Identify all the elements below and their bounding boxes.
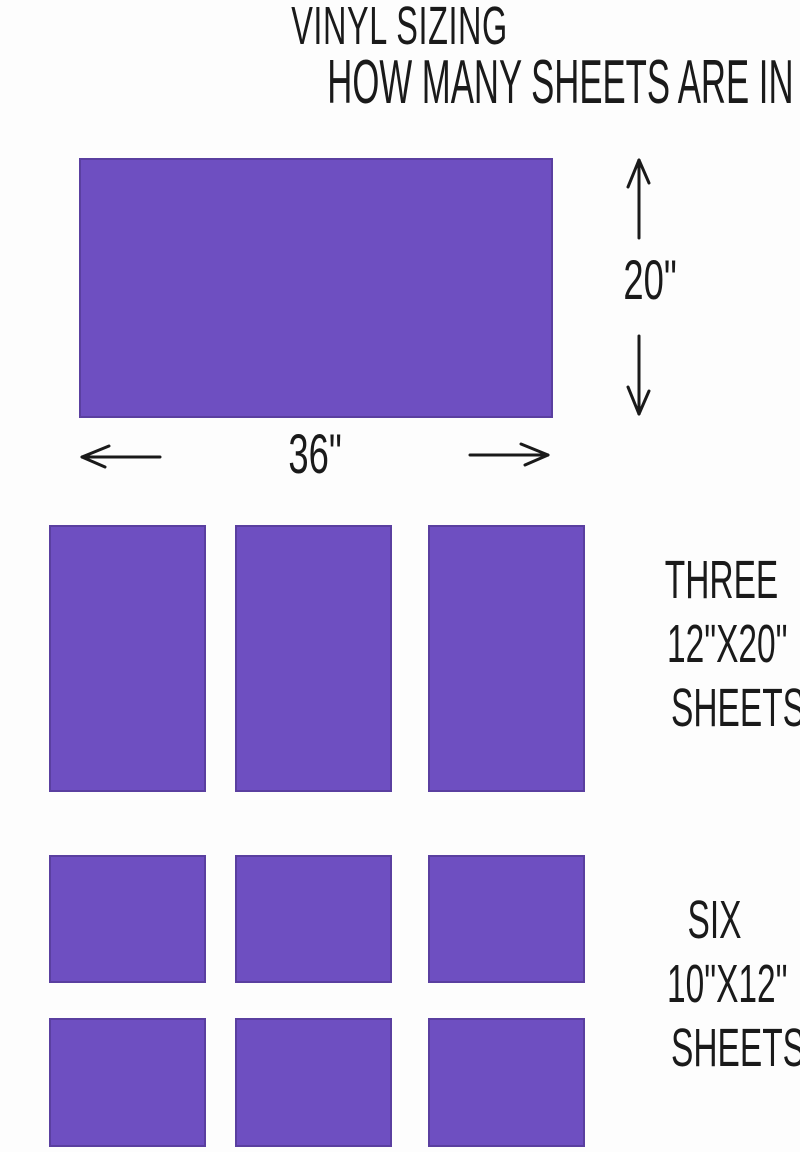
three-sheets-size: 12"X20" [666, 614, 788, 674]
page-title-text: VINYL SIZING [291, 0, 509, 56]
page-subtitle-text: HOW MANY SHEETS ARE IN ONE 20" X 36" ROL… [327, 48, 800, 117]
sheet-10x12-rectangle [235, 855, 392, 983]
sheet-12x20-rectangle [49, 525, 206, 792]
roll-rectangle [79, 158, 553, 418]
page-title: VINYL SIZING [0, 0, 800, 56]
three-sheets-count: THREE [664, 550, 779, 610]
arrow-up-icon [622, 156, 656, 240]
arrow-left-icon [78, 440, 162, 474]
page-subtitle: HOW MANY SHEETS ARE IN ONE 20" X 36" ROL… [0, 52, 800, 114]
six-sheets-count: SIX [688, 890, 742, 950]
arrow-down-icon [622, 334, 656, 418]
sheet-10x12-rectangle [428, 855, 585, 983]
sheet-12x20-rectangle [428, 525, 585, 792]
sheet-12x20-rectangle [235, 525, 392, 792]
roll-height-label: 20" [623, 248, 677, 311]
roll-width-label: 36" [288, 422, 342, 485]
sheet-10x12-rectangle [49, 1018, 206, 1147]
sheet-10x12-rectangle [49, 855, 206, 983]
three-sheets-unit: SHEETS [671, 678, 800, 738]
sheet-10x12-rectangle [428, 1018, 585, 1147]
sheet-10x12-rectangle [235, 1018, 392, 1147]
arrow-right-icon [468, 438, 552, 472]
six-sheets-unit: SHEETS [671, 1018, 800, 1078]
six-sheets-size: 10"X12" [666, 954, 788, 1014]
six-sheets-label: SIX 10"X12" SHEETS [630, 888, 800, 1080]
three-sheets-label: THREE 12"X20" SHEETS [630, 548, 800, 740]
